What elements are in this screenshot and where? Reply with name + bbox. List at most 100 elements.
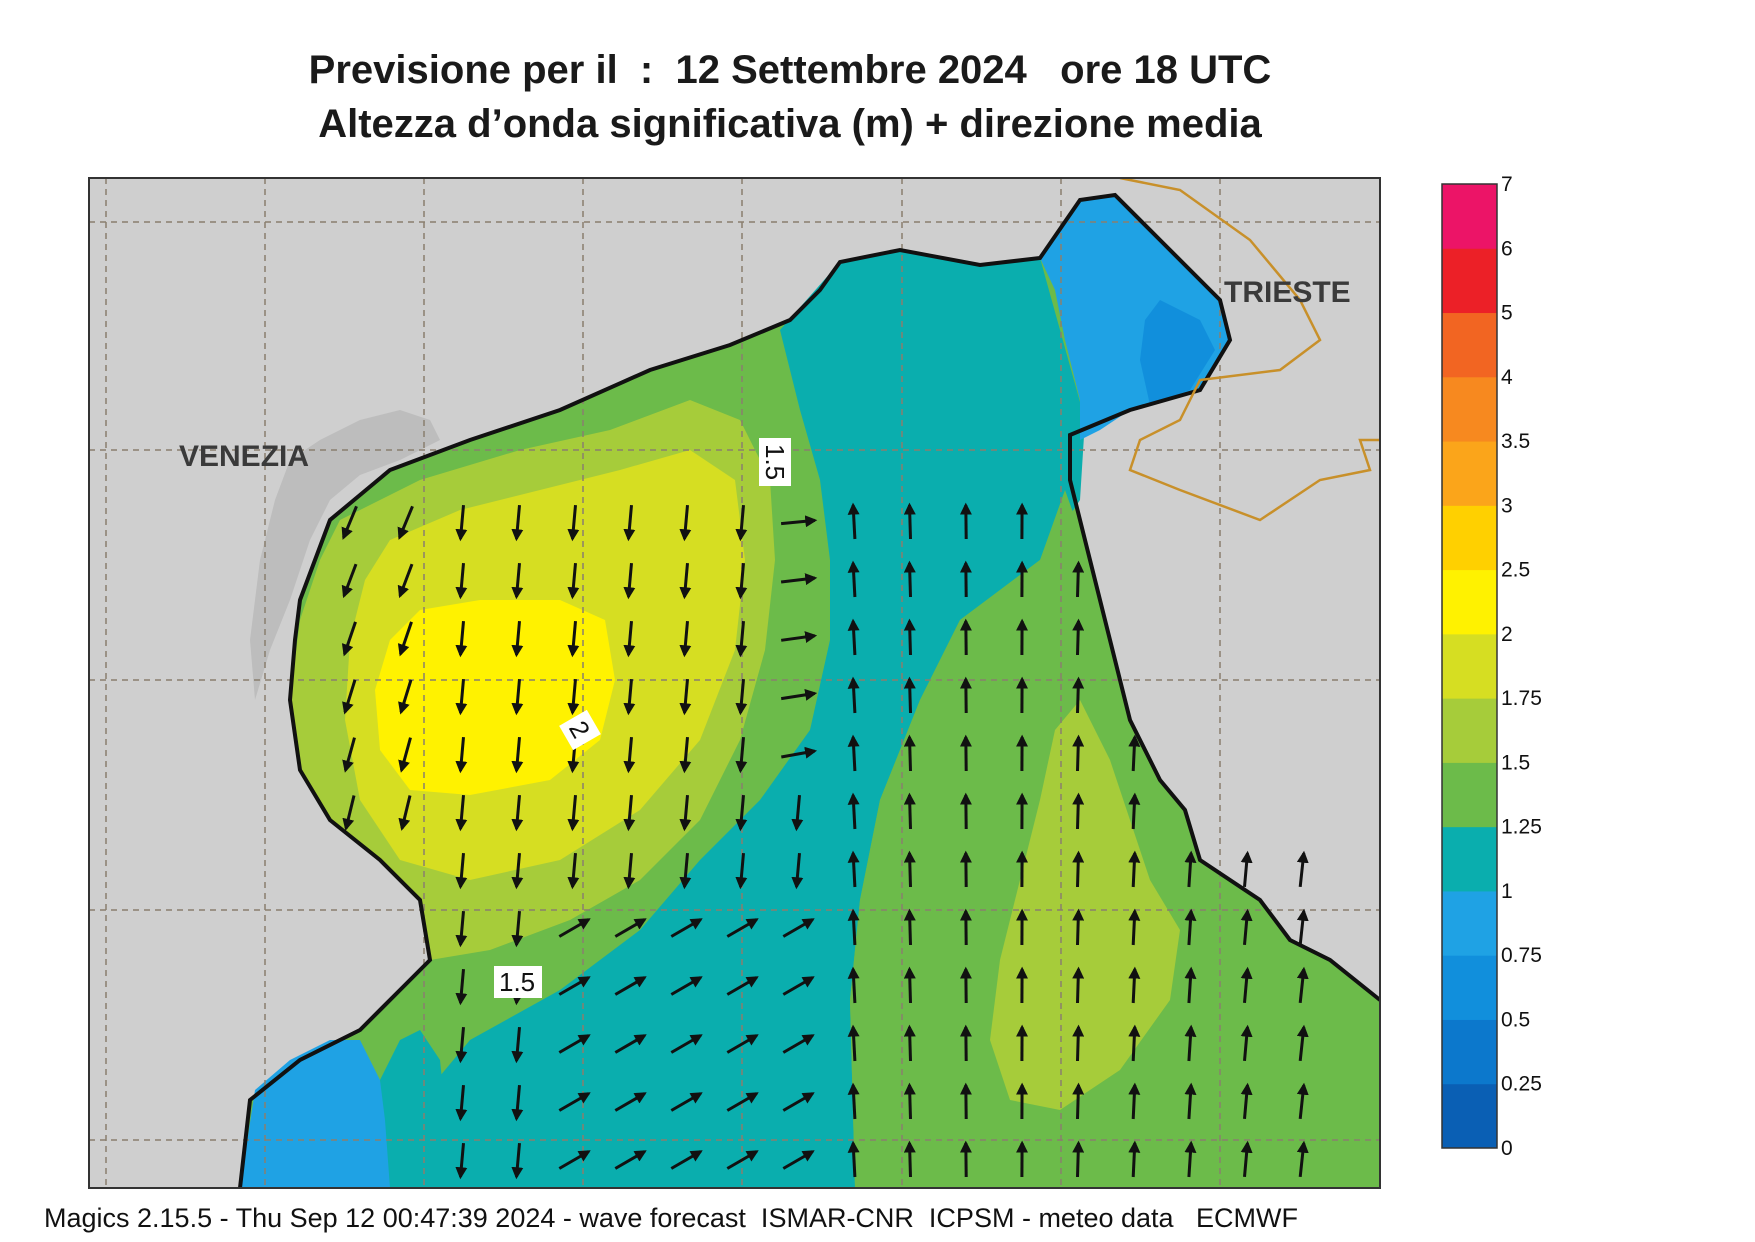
wave-direction-arrow (1128, 734, 1141, 772)
contour-1-to-1.25-east (420, 250, 1085, 1188)
wave-direction-arrow (1128, 792, 1141, 830)
wave-direction-arrow (1128, 966, 1141, 1004)
wave-direction-arrow (455, 794, 468, 832)
colorbar-tick-label: 4 (1501, 366, 1513, 389)
wave-direction-arrow (735, 620, 748, 658)
wave-direction-arrow (903, 1024, 916, 1062)
wave-direction-arrow (679, 562, 692, 600)
colorbar-tick-label: 6 (1501, 237, 1513, 260)
wave-direction-arrow (455, 736, 468, 774)
wave-direction-arrow (1072, 1140, 1085, 1178)
wave-direction-arrow (726, 1092, 759, 1112)
wave-direction-arrow (670, 918, 703, 938)
wave-direction-arrow (455, 678, 468, 716)
wave-direction-arrow (670, 976, 703, 996)
wave-direction-arrow (455, 562, 468, 600)
wave-direction-arrow (735, 562, 748, 600)
wave-direction-arrow (782, 918, 815, 938)
wave-direction-arrow (847, 1082, 860, 1120)
wave-direction-arrow (847, 734, 860, 772)
wave-direction-arrow (1072, 734, 1085, 772)
colorbar-tick-label: 3 (1501, 494, 1513, 517)
wave-direction-arrow (1296, 1140, 1309, 1178)
wave-direction-arrow (791, 794, 804, 832)
wave-direction-arrow (679, 620, 692, 658)
wave-direction-arrow (1072, 1024, 1085, 1062)
wave-direction-arrow (903, 1082, 916, 1120)
wave-direction-arrow (847, 792, 860, 830)
colorbar-tick-label: 1.5 (1501, 751, 1530, 774)
wave-direction-arrow (511, 736, 524, 774)
colorbar-tick-label: 1 (1501, 880, 1513, 903)
colorbar-tick-label: 0.75 (1501, 944, 1542, 967)
wave-direction-arrow (679, 678, 692, 716)
wave-direction-arrow (780, 631, 818, 643)
wave-direction-arrow (623, 562, 636, 600)
wave-direction-arrow (558, 1034, 591, 1054)
wave-direction-arrow (780, 573, 818, 586)
wave-direction-arrow (567, 794, 580, 832)
wave-direction-arrow (341, 621, 357, 657)
wave-direction-arrow (511, 1026, 524, 1064)
wave-direction-arrow (735, 504, 748, 542)
wave-direction-arrow (782, 1150, 815, 1170)
colorbar-tick-label: 7 (1501, 173, 1513, 196)
wave-direction-arrow (1296, 850, 1309, 888)
wave-direction-arrow (1240, 908, 1253, 946)
wave-direction-arrow (614, 1150, 647, 1170)
wave-direction-arrow (558, 976, 591, 996)
wave-direction-arrow (1184, 1140, 1197, 1178)
wave-direction-arrow (558, 1092, 591, 1112)
wave-direction-arrow (455, 910, 468, 948)
wave-direction-arrow (903, 908, 916, 946)
wave-direction-arrow (1296, 908, 1309, 946)
wave-direction-arrow (726, 976, 759, 996)
wave-direction-arrow (1072, 560, 1085, 598)
wave-direction-arrow (679, 794, 692, 832)
colorbar-swatch (1442, 441, 1497, 506)
national-border (1119, 178, 1380, 522)
wave-direction-arrow (455, 1026, 468, 1064)
wave-direction-arrow (341, 505, 358, 540)
wave-direction-arrows (341, 502, 1309, 1180)
colorbar-swatch (1442, 569, 1497, 635)
wave-direction-arrow (670, 1034, 703, 1054)
wave-direction-arrow (342, 737, 356, 773)
wave-direction-arrow (726, 1150, 759, 1170)
svg-text:1.5: 1.5 (499, 967, 535, 997)
wave-direction-arrow (398, 679, 413, 715)
wave-direction-arrow (623, 852, 636, 890)
wave-direction-arrow (903, 1140, 916, 1178)
wave-direction-arrow (511, 1084, 524, 1122)
wave-direction-arrow (558, 1150, 591, 1170)
wave-direction-arrow (1296, 1024, 1309, 1062)
colorbar-tick-label: 3.5 (1501, 430, 1530, 453)
colorbar-frame (1441, 183, 1498, 1149)
wave-direction-arrow (735, 736, 748, 774)
wave-direction-arrow (1072, 792, 1085, 830)
wave-direction-arrow (1184, 1024, 1197, 1062)
wave-direction-arrow (1184, 850, 1197, 888)
contour-1.5-to-1.75-east (990, 700, 1180, 1110)
wave-direction-arrow (903, 734, 916, 772)
wave-direction-arrow (1240, 1140, 1253, 1178)
wave-direction-arrow (455, 620, 468, 658)
wave-direction-arrow (567, 620, 580, 658)
wave-direction-arrow (511, 562, 524, 600)
wave-direction-arrow (1072, 966, 1085, 1004)
contour-0.5-to-1-southwest (240, 1040, 410, 1188)
wave-direction-arrow (679, 736, 692, 774)
wave-direction-arrow (782, 1092, 815, 1112)
colorbar-swatch (1442, 955, 1497, 1020)
colorbar-swatch (1442, 184, 1497, 249)
wave-direction-arrow (847, 676, 860, 714)
wave-direction-arrow (782, 976, 815, 996)
colorbar-tick-label: 2 (1501, 623, 1513, 646)
wave-direction-arrow (1184, 908, 1197, 946)
wave-direction-arrow (397, 505, 414, 540)
colorbar-swatch (1442, 505, 1497, 571)
wave-direction-arrow (511, 910, 524, 948)
wave-direction-arrow (1184, 966, 1197, 1004)
wave-direction-arrow (903, 792, 916, 830)
wave-direction-arrow (511, 852, 524, 890)
